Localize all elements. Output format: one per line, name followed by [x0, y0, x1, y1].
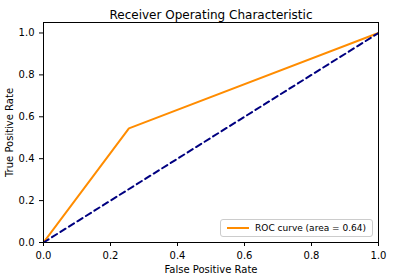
svg-text:Receiver Operating Characteris: Receiver Operating Characteristic [109, 8, 312, 22]
svg-text:0.6: 0.6 [19, 111, 35, 122]
svg-text:1.0: 1.0 [371, 250, 387, 261]
svg-text:False Positive Rate: False Positive Rate [165, 264, 258, 275]
svg-text:0.8: 0.8 [19, 69, 35, 80]
svg-text:0.2: 0.2 [103, 250, 119, 261]
svg-text:0.4: 0.4 [170, 250, 186, 261]
svg-text:0.6: 0.6 [237, 250, 253, 261]
svg-text:0.2: 0.2 [19, 195, 35, 206]
svg-text:0.0: 0.0 [19, 237, 35, 248]
svg-text:0.0: 0.0 [36, 250, 52, 261]
svg-text:True Positive Rate: True Positive Rate [4, 88, 15, 178]
svg-text:0.4: 0.4 [19, 153, 35, 164]
html-text:ROC curve (area = 0.64): ROC curve (area = 0.64) [255, 223, 366, 233]
svg-text:1.0: 1.0 [19, 27, 35, 38]
svg-text:0.8: 0.8 [304, 250, 320, 261]
